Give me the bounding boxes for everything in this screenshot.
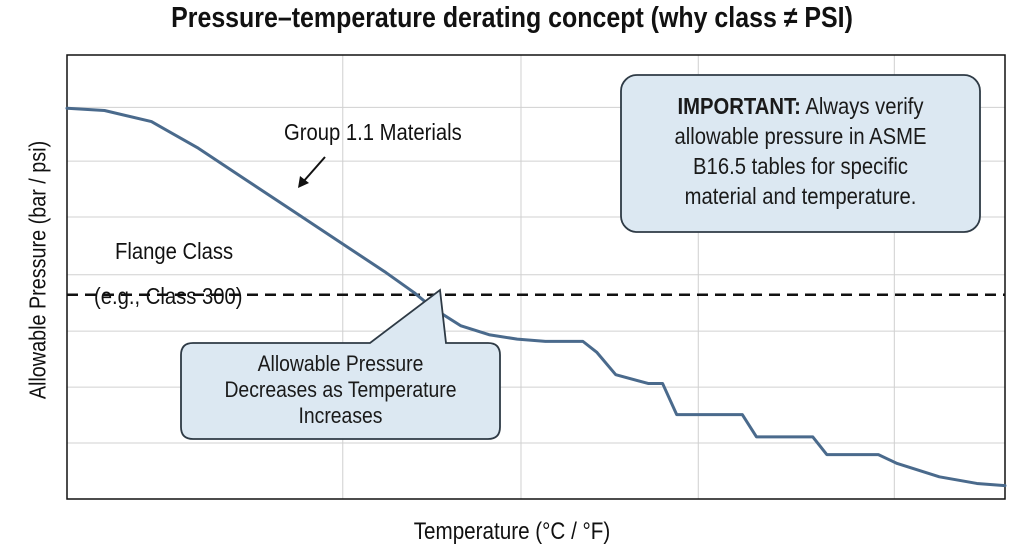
plot-frame (66, 54, 1006, 500)
important-heading: IMPORTANT: (677, 93, 801, 119)
callout-line: Allowable Pressure (257, 351, 424, 376)
x-axis-label: Temperature (°C / °F) (413, 518, 611, 545)
important-line: B16.5 tables for specific (693, 153, 908, 179)
material-label-arrow (302, 156, 326, 183)
important-box (620, 74, 981, 233)
important-line-1: Always verify (805, 93, 924, 119)
material-label-arrowhead (298, 176, 309, 188)
callout-line: Decreases as Temperature (224, 377, 457, 402)
material-label: Group 1.1 Materials (284, 119, 462, 145)
important-line: allowable pressure in ASME (674, 123, 927, 149)
important-line: IMPORTANT: Always verify (643, 91, 959, 121)
callout-text: Allowable Pressure Decreases as Temperat… (181, 351, 500, 429)
flange-class-label: Flange Class (115, 238, 234, 264)
important-text: IMPORTANT: Always verify allowable press… (621, 91, 980, 211)
series-line-group-1-1 (65, 106, 1007, 488)
important-line: material and temperature. (684, 183, 917, 209)
chart-title: Pressure–temperature derating concept (w… (171, 2, 853, 34)
flange-example-label: (e.g., Class 300) (94, 283, 243, 309)
callout-bubble (180, 288, 501, 440)
callout-line: Increases (298, 403, 383, 428)
